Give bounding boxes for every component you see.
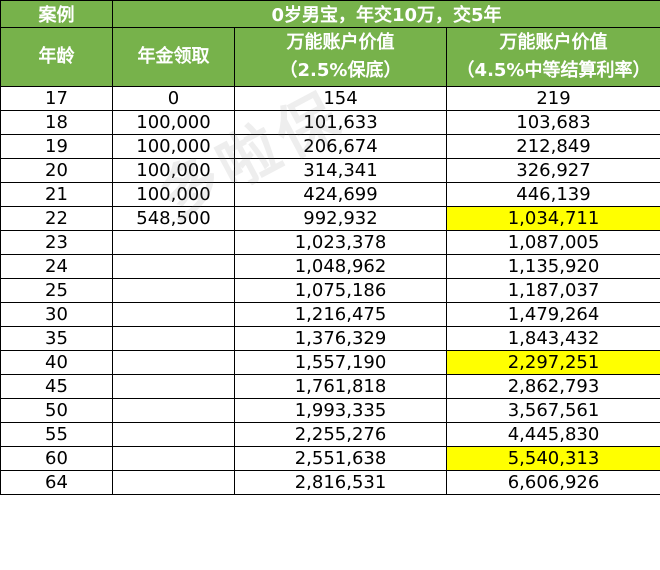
mid-rate-value-cell: 212,849 bbox=[445, 134, 660, 159]
age-cell: 23 bbox=[0, 230, 113, 255]
guaranteed-value-cell: 2,551,638 bbox=[234, 446, 447, 471]
case-title: 0岁男宝，年交10万，交5年 bbox=[111, 0, 660, 28]
mid-rate-value-cell: 1,843,432 bbox=[445, 326, 660, 351]
col-annuity-header: 年金领取 bbox=[112, 27, 235, 87]
age-cell: 19 bbox=[0, 134, 113, 159]
guaranteed-value-cell: 101,633 bbox=[234, 110, 447, 135]
annuity-cell: 100,000 bbox=[112, 158, 235, 183]
guaranteed-value-cell: 2,255,276 bbox=[234, 422, 447, 447]
guaranteed-value-cell: 154 bbox=[234, 86, 447, 111]
col-guaranteed-header: 万能账户价值 （2.5%保底） bbox=[234, 27, 447, 87]
guaranteed-value-cell: 1,761,818 bbox=[234, 374, 447, 399]
mid-rate-value-cell: 6,606,926 bbox=[445, 470, 660, 495]
col-age-header: 年龄 bbox=[0, 27, 113, 87]
col-mid-title: 万能账户价值 bbox=[499, 32, 608, 53]
annuity-cell: 100,000 bbox=[112, 182, 235, 207]
age-cell: 64 bbox=[0, 470, 113, 495]
table-row: 21 100,000 424,699 446,139 bbox=[0, 182, 660, 207]
guaranteed-value-cell: 1,557,190 bbox=[234, 350, 447, 375]
annuity-cell: 0 bbox=[112, 86, 235, 111]
mid-rate-value-cell: 4,445,830 bbox=[445, 422, 660, 447]
age-cell: 25 bbox=[0, 278, 113, 303]
guaranteed-value-cell: 1,023,378 bbox=[234, 230, 447, 255]
table-row: 20 100,000 314,341 326,927 bbox=[0, 158, 660, 183]
guaranteed-value-cell: 1,376,329 bbox=[234, 326, 447, 351]
age-cell: 35 bbox=[0, 326, 113, 351]
col-guaranteed-subtitle: （2.5%保底） bbox=[279, 60, 402, 81]
mid-rate-value-cell: 219 bbox=[445, 86, 660, 111]
col-mid-header: 万能账户价值 （4.5%中等结算利率） bbox=[445, 27, 660, 87]
annuity-table: 案例 0岁男宝，年交10万，交5年 年龄 年金领取 万能账户价值 （2.5%保底… bbox=[0, 0, 660, 495]
table-row: 60 2,551,638 5,540,313 bbox=[0, 446, 660, 471]
annuity-cell bbox=[112, 350, 235, 375]
mid-rate-value-cell: 2,862,793 bbox=[445, 374, 660, 399]
case-row: 案例 0岁男宝，年交10万，交5年 bbox=[0, 0, 660, 28]
table-row: 35 1,376,329 1,843,432 bbox=[0, 326, 660, 351]
guaranteed-value-cell: 206,674 bbox=[234, 134, 447, 159]
mid-rate-value-cell: 1,135,920 bbox=[445, 254, 660, 279]
annuity-cell: 100,000 bbox=[112, 134, 235, 159]
mid-rate-value-cell: 1,187,037 bbox=[445, 278, 660, 303]
table-row: 25 1,075,186 1,187,037 bbox=[0, 278, 660, 303]
mid-rate-value-cell: 3,567,561 bbox=[445, 398, 660, 423]
annuity-cell bbox=[112, 230, 235, 255]
table-row: 17 0 154 219 bbox=[0, 86, 660, 111]
guaranteed-value-cell: 992,932 bbox=[234, 206, 447, 231]
age-cell: 45 bbox=[0, 374, 113, 399]
mid-rate-value-cell: 326,927 bbox=[445, 158, 660, 183]
annuity-cell: 100,000 bbox=[112, 110, 235, 135]
age-cell: 21 bbox=[0, 182, 113, 207]
age-cell: 17 bbox=[0, 86, 113, 111]
annuity-cell bbox=[112, 470, 235, 495]
age-cell: 30 bbox=[0, 302, 113, 327]
age-cell: 55 bbox=[0, 422, 113, 447]
annuity-cell bbox=[112, 254, 235, 279]
column-header-row: 年龄 年金领取 万能账户价值 （2.5%保底） 万能账户价值 （4.5%中等结算… bbox=[0, 27, 660, 87]
annuity-cell bbox=[112, 278, 235, 303]
guaranteed-value-cell: 1,075,186 bbox=[234, 278, 447, 303]
age-cell: 20 bbox=[0, 158, 113, 183]
mid-rate-value-cell: 1,034,711 bbox=[445, 206, 660, 231]
mid-rate-value-cell: 2,297,251 bbox=[445, 350, 660, 375]
table-row: 50 1,993,335 3,567,561 bbox=[0, 398, 660, 423]
age-cell: 22 bbox=[0, 206, 113, 231]
guaranteed-value-cell: 1,216,475 bbox=[234, 302, 447, 327]
guaranteed-value-cell: 2,816,531 bbox=[234, 470, 447, 495]
mid-rate-value-cell: 1,087,005 bbox=[445, 230, 660, 255]
table-row: 24 1,048,962 1,135,920 bbox=[0, 254, 660, 279]
annuity-cell bbox=[112, 326, 235, 351]
annuity-cell bbox=[112, 374, 235, 399]
guaranteed-value-cell: 1,048,962 bbox=[234, 254, 447, 279]
guaranteed-value-cell: 1,993,335 bbox=[234, 398, 447, 423]
age-cell: 50 bbox=[0, 398, 113, 423]
guaranteed-value-cell: 314,341 bbox=[234, 158, 447, 183]
table-row: 23 1,023,378 1,087,005 bbox=[0, 230, 660, 255]
table-row: 40 1,557,190 2,297,251 bbox=[0, 350, 660, 375]
annuity-cell: 548,500 bbox=[112, 206, 235, 231]
age-cell: 60 bbox=[0, 446, 113, 471]
mid-rate-value-cell: 103,683 bbox=[445, 110, 660, 135]
age-cell: 40 bbox=[0, 350, 113, 375]
table-row: 45 1,761,818 2,862,793 bbox=[0, 374, 660, 399]
table-row: 30 1,216,475 1,479,264 bbox=[0, 302, 660, 327]
col-mid-subtitle: （4.5%中等结算利率） bbox=[456, 60, 651, 81]
table-row: 19 100,000 206,674 212,849 bbox=[0, 134, 660, 159]
table-row: 22 548,500 992,932 1,034,711 bbox=[0, 206, 660, 231]
col-guaranteed-title: 万能账户价值 bbox=[286, 32, 395, 53]
annuity-cell bbox=[112, 422, 235, 447]
mid-rate-value-cell: 1,479,264 bbox=[445, 302, 660, 327]
age-cell: 24 bbox=[0, 254, 113, 279]
annuity-cell bbox=[112, 302, 235, 327]
annuity-cell bbox=[112, 398, 235, 423]
age-cell: 18 bbox=[0, 110, 113, 135]
annuity-cell bbox=[112, 446, 235, 471]
table-row: 55 2,255,276 4,445,830 bbox=[0, 422, 660, 447]
table-row: 64 2,816,531 6,606,926 bbox=[0, 470, 660, 495]
case-label: 案例 bbox=[0, 0, 113, 28]
table-row: 18 100,000 101,633 103,683 bbox=[0, 110, 660, 135]
mid-rate-value-cell: 5,540,313 bbox=[445, 446, 660, 471]
mid-rate-value-cell: 446,139 bbox=[445, 182, 660, 207]
guaranteed-value-cell: 424,699 bbox=[234, 182, 447, 207]
table-body: 17 0 154 219 18 100,000 101,633 103,683 19 100,00… bbox=[0, 86, 660, 495]
